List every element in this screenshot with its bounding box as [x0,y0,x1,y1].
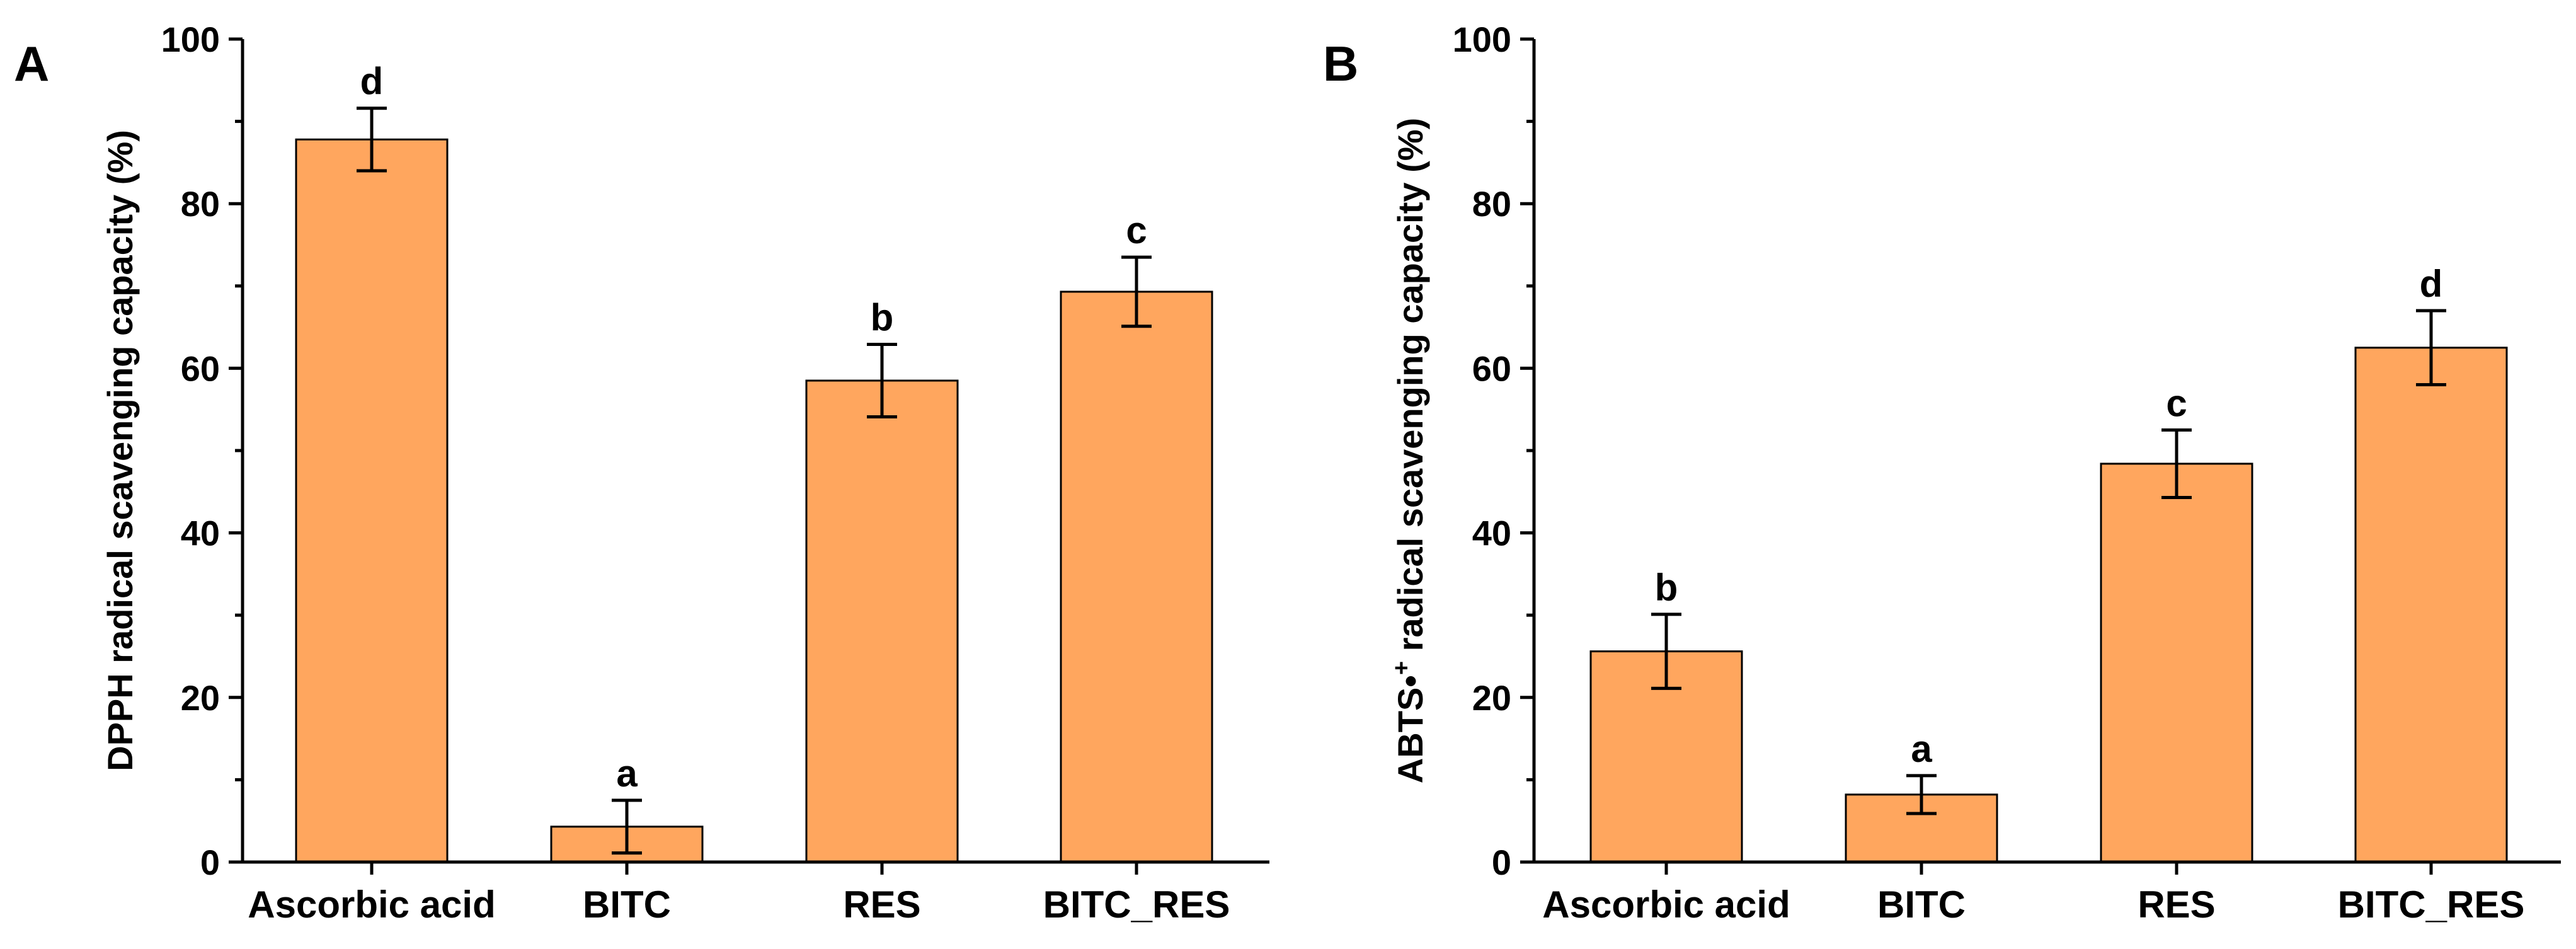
y-tick-label: 100 [161,20,220,59]
error-bar [612,798,642,855]
y-axis-label-part: DPPH radical scavenging capacity (%) [100,130,140,771]
y-axis-label-part: + [1388,661,1415,675]
significance-label: b [1655,567,1678,609]
x-tick-label: Ascorbic acid [248,883,496,926]
x-tick-label: BITC [583,883,671,926]
y-tick-label: 80 [1472,184,1511,224]
panel-label: B [1323,36,1358,91]
y-tick-label: 60 [1472,348,1511,388]
x-tick-label: BITC_RES [1043,883,1230,926]
y-tick-label: 20 [181,678,220,718]
y-axis-label: DPPH radical scavenging capacity (%) [100,130,140,771]
bar-res [2100,463,2253,863]
y-axis-label: ABTS•+ radical scavenging capacity (%) [1388,118,1430,783]
significance-label: d [2420,263,2443,305]
y-tick-label: 0 [1492,843,1511,882]
y-tick-label: 100 [1453,20,1511,59]
significance-label: d [360,60,384,103]
significance-label: c [1126,209,1147,251]
x-tick-label: RES [843,883,920,926]
y-tick-label: 20 [1472,678,1511,718]
error-bar [2416,309,2446,387]
panel-label: A [14,36,49,91]
bar-bitc-res [1060,290,1213,863]
significance-label: a [616,752,638,795]
error-bar [867,343,897,418]
error-bar [357,106,387,173]
y-tick-label: 40 [1472,514,1511,553]
y-axis-label-part: radical scavenging capacity (%) [1390,118,1430,661]
bar-res [805,379,959,863]
y-tick-label: 60 [181,348,220,388]
y-axis-label-part: ABTS• [1390,675,1430,783]
error-bar [1121,255,1152,328]
chart-panel-b: b a c d 0 20 40 60 80 100 Ascorbic acid BITC RES BITC… [1323,20,2561,926]
y-tick-label: 80 [181,184,220,224]
x-tick-label: BITC [1877,883,1966,926]
chart-panel-a: d a b c 0 20 40 60 80 100 Ascorbic acid BITC RES BITC… [14,20,1269,926]
x-tick-label: BITC_RES [2338,883,2525,926]
significance-label: a [1911,728,1932,770]
y-tick-label: 0 [200,843,220,882]
bar-ascorbic-acid [295,138,449,863]
significance-label: c [2166,382,2187,424]
bar-bitc-res [2354,347,2508,863]
y-tick-label: 40 [181,514,220,553]
x-tick-label: RES [2138,883,2215,926]
error-bar [1906,774,1937,815]
error-bar [2161,428,2192,499]
significance-label: b [871,297,894,339]
error-bar [1651,613,1681,690]
x-tick-label: Ascorbic acid [1542,883,1790,926]
